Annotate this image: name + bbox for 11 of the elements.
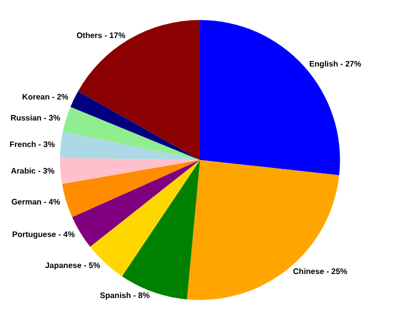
- slice-label: Others - 17%: [76, 31, 126, 40]
- slice-label: Arabic - 3%: [10, 166, 54, 176]
- slice-label: Russian - 3%: [10, 114, 60, 123]
- slice-label: French - 3%: [10, 140, 55, 149]
- slice-label: Chinese - 25%: [293, 267, 348, 276]
- slice-label: Japanese - 5%: [45, 261, 100, 270]
- slice-label: Korean - 2%: [22, 92, 68, 102]
- slice-label: English - 27%: [309, 59, 362, 68]
- slice-label: Portuguese - 4%: [12, 230, 75, 240]
- slice-label: German - 4%: [11, 197, 60, 206]
- slice-label: Spanish - 8%: [100, 291, 150, 300]
